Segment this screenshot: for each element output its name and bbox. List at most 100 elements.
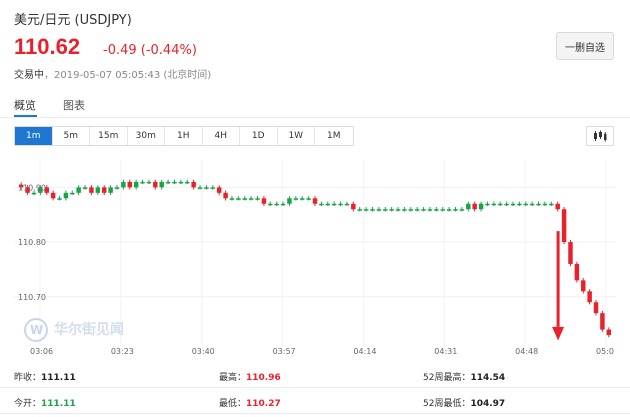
stat-prev-close: 昨收：111.11 bbox=[14, 370, 76, 383]
candle-body bbox=[497, 203, 503, 206]
chart-annotation bbox=[552, 231, 565, 341]
period-1w[interactable]: 1W bbox=[278, 127, 315, 145]
chart-type-button[interactable] bbox=[586, 126, 614, 146]
tab-overview[interactable]: 概览 bbox=[14, 99, 36, 112]
candle-body bbox=[229, 198, 235, 200]
price-change: -0.49 (-0.44%) bbox=[103, 43, 197, 58]
candle-body bbox=[491, 203, 497, 206]
stat-52w-low: 52周最低：104.97 bbox=[423, 396, 505, 409]
trading-status-time: ，2019-05-07 05:05:43 (北京时间) bbox=[44, 70, 212, 81]
candle-body bbox=[421, 209, 426, 211]
candle-body bbox=[274, 203, 279, 206]
candle-body bbox=[306, 198, 311, 200]
candle-body bbox=[389, 209, 394, 211]
x-tick-label: 03:57 bbox=[273, 347, 296, 356]
y-tick-label: 110.80 bbox=[18, 238, 46, 247]
y-tick-label: 110.90 bbox=[18, 183, 46, 192]
candle-body bbox=[223, 192, 228, 199]
candle-body bbox=[146, 181, 152, 184]
candle-body bbox=[344, 203, 350, 206]
candle-body bbox=[485, 203, 490, 206]
candle-body bbox=[255, 198, 260, 200]
candle-body bbox=[210, 187, 216, 189]
active-tab-indicator bbox=[14, 115, 37, 117]
candle-body bbox=[248, 198, 254, 200]
candle-body bbox=[376, 209, 382, 211]
trading-status: 交易中，2019-05-07 05:05:43 (北京时间) bbox=[14, 66, 211, 81]
candle-body bbox=[606, 329, 612, 336]
stat-value: 114.54 bbox=[470, 373, 506, 383]
candle-body bbox=[357, 209, 362, 211]
candle-body bbox=[44, 187, 49, 193]
watermark: W 华尔街见闻 bbox=[24, 318, 124, 342]
candle-body bbox=[287, 198, 292, 204]
candle-body bbox=[185, 181, 190, 184]
x-tick-label: 05:0 bbox=[596, 347, 614, 356]
candle-body bbox=[236, 198, 241, 200]
remove-watchlist-button[interactable]: 一删自选 bbox=[556, 32, 614, 60]
period-30m[interactable]: 30m bbox=[128, 127, 165, 145]
candle-body bbox=[127, 181, 133, 188]
price-chart[interactable]: W 华尔街见闻 110.90 110.80 110.70 03:06 03:23 03:4… bbox=[14, 156, 630, 358]
candle-body bbox=[50, 192, 56, 199]
stat-open: 今开：111.11 bbox=[14, 396, 76, 409]
candle-body bbox=[459, 209, 465, 211]
tab-chart[interactable]: 图表 bbox=[63, 99, 85, 112]
candle-body bbox=[89, 187, 94, 193]
instrument-title: 美元/日元 (USDJPY) bbox=[14, 13, 132, 28]
watermark-logo-icon bbox=[24, 318, 48, 342]
candle-body bbox=[402, 209, 407, 211]
candle-body bbox=[133, 181, 139, 188]
stat-high: 最高：110.96 bbox=[219, 370, 281, 383]
candle-body bbox=[140, 181, 145, 184]
period-1m[interactable]: 1m bbox=[15, 127, 53, 145]
stat-value: 104.97 bbox=[470, 399, 506, 409]
candle-body bbox=[101, 187, 107, 193]
candle-body bbox=[472, 203, 477, 210]
stat-label: 最低： bbox=[219, 399, 247, 409]
down-arrow-icon bbox=[552, 326, 565, 341]
candle-body bbox=[510, 203, 516, 206]
candle-body bbox=[204, 187, 209, 189]
candle-body bbox=[38, 187, 43, 193]
candle-body bbox=[325, 203, 331, 206]
candle-body bbox=[478, 203, 484, 210]
candle-body bbox=[593, 302, 599, 314]
candle-body bbox=[178, 181, 184, 184]
candle-body bbox=[159, 181, 164, 188]
candle-body bbox=[351, 203, 356, 210]
period-1d[interactable]: 1D bbox=[240, 127, 278, 145]
candle-body bbox=[440, 209, 445, 211]
candlestick-icon bbox=[594, 130, 607, 142]
candle-body bbox=[216, 187, 222, 193]
candle-body bbox=[121, 181, 126, 188]
period-4h[interactable]: 4H bbox=[203, 127, 240, 145]
price-chart-canvas: W 华尔街见闻 110.90 110.80 110.70 03:06 03:23 03:4… bbox=[14, 160, 616, 356]
stat-label: 今开： bbox=[14, 399, 42, 409]
period-15m[interactable]: 15m bbox=[90, 127, 128, 145]
candle-body bbox=[453, 209, 458, 211]
period-5m[interactable]: 5m bbox=[53, 127, 90, 145]
candle-body bbox=[82, 187, 88, 189]
candle-body bbox=[466, 203, 471, 210]
candle-body bbox=[542, 203, 548, 206]
candle-body bbox=[293, 198, 299, 200]
candle-body bbox=[70, 192, 75, 195]
candle-body bbox=[383, 209, 388, 211]
current-price: 110.62 bbox=[14, 34, 81, 59]
chart-grid bbox=[14, 160, 616, 346]
period-1mo[interactable]: 1M bbox=[327, 131, 341, 141]
stats-row: 昨收：111.11 最高：110.96 52周最高：114.54 bbox=[0, 362, 630, 388]
tab-divider bbox=[0, 117, 630, 118]
candle-body bbox=[18, 184, 24, 188]
stat-label: 昨收： bbox=[14, 373, 42, 383]
axis-ticks: 110.90 110.80 110.70 03:06 03:23 03:40 03:57 04… bbox=[18, 183, 614, 356]
stat-value: 111.11 bbox=[41, 399, 76, 409]
y-tick-label: 110.70 bbox=[18, 293, 46, 302]
candles bbox=[18, 179, 612, 338]
candle-body bbox=[331, 203, 337, 206]
stat-label: 52周最高： bbox=[423, 373, 471, 383]
candle-body bbox=[536, 203, 541, 206]
candle-body bbox=[408, 209, 414, 211]
period-1h[interactable]: 1H bbox=[165, 127, 203, 145]
